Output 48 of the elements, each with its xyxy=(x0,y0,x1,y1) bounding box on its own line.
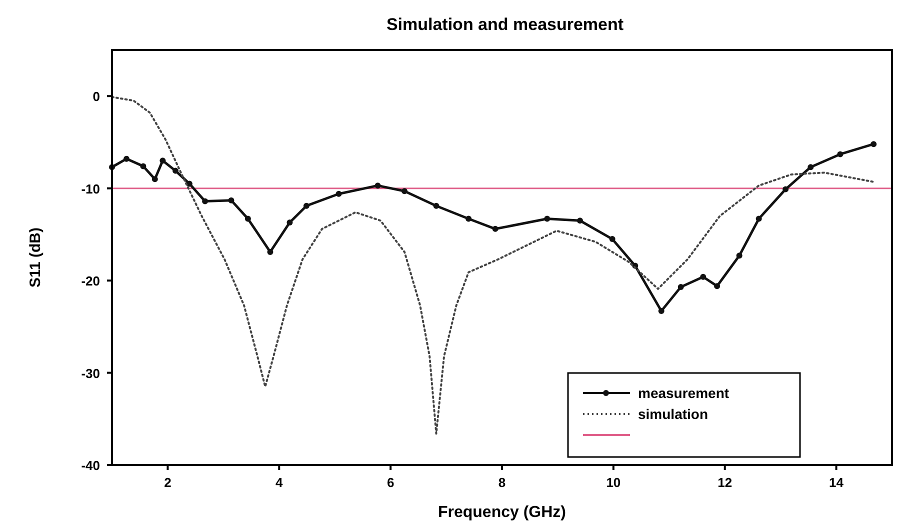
x-tick-label: 14 xyxy=(829,475,844,490)
point xyxy=(658,308,664,314)
point xyxy=(544,216,550,222)
point xyxy=(736,252,742,259)
x-tick-label: 4 xyxy=(276,475,284,490)
y-tick-label: -10 xyxy=(81,181,100,196)
x-tick-label: 10 xyxy=(606,475,621,490)
y-axis-title: S11 (dB) xyxy=(27,227,44,288)
x-tick-label: 2 xyxy=(164,475,172,490)
point xyxy=(374,182,381,189)
point xyxy=(700,274,706,280)
point xyxy=(202,198,208,204)
point xyxy=(336,190,342,197)
y-tick-label: -20 xyxy=(81,274,100,289)
legend-label: simulation xyxy=(638,406,708,422)
point xyxy=(609,236,616,242)
x-tick-label: 8 xyxy=(498,475,506,490)
point xyxy=(678,284,684,290)
point xyxy=(577,218,583,224)
point xyxy=(123,156,130,162)
point xyxy=(286,219,293,226)
point xyxy=(492,226,498,232)
point xyxy=(267,248,274,255)
point xyxy=(782,186,789,192)
point xyxy=(466,216,472,222)
point xyxy=(402,188,408,194)
point xyxy=(303,202,310,209)
line-series xyxy=(111,96,875,435)
point xyxy=(756,216,762,222)
point xyxy=(160,158,166,164)
y-tick-label: -40 xyxy=(81,458,100,473)
x-tick-label: 12 xyxy=(718,475,732,490)
point xyxy=(433,202,440,209)
y-tick-label: 0 xyxy=(92,89,100,104)
point xyxy=(714,283,720,290)
y-tick-label: -30 xyxy=(81,366,100,381)
point xyxy=(870,141,877,148)
x-axis-title: Frequency (GHz) xyxy=(438,504,566,521)
point xyxy=(244,216,251,222)
point xyxy=(172,168,179,174)
legend-label: measurement xyxy=(638,385,730,401)
point xyxy=(152,176,158,182)
point xyxy=(808,164,814,170)
point xyxy=(228,197,234,204)
point xyxy=(837,151,844,158)
chart-title: Simulation and measurement xyxy=(386,15,624,34)
point xyxy=(140,163,146,170)
x-tick-label: 6 xyxy=(386,475,394,490)
